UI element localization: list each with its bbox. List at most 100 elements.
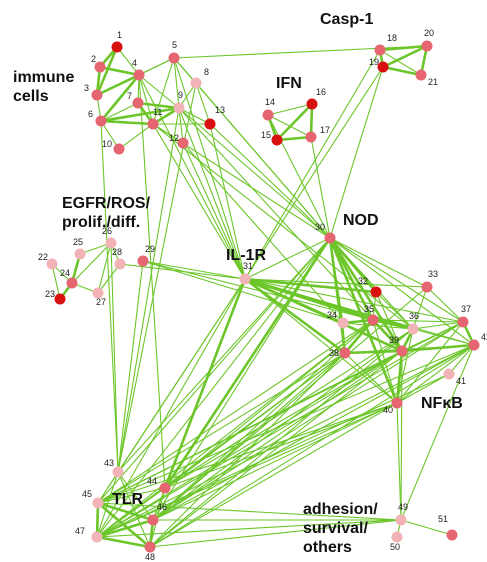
node-marker[interactable] bbox=[407, 323, 419, 335]
node-marker[interactable] bbox=[66, 277, 78, 289]
node-21[interactable]: 21 bbox=[415, 69, 439, 88]
node-marker[interactable] bbox=[92, 497, 104, 509]
node-41[interactable]: 41 bbox=[443, 368, 467, 387]
node-marker[interactable] bbox=[306, 98, 318, 110]
node-10[interactable]: 10 bbox=[102, 139, 125, 155]
node-marker[interactable] bbox=[377, 61, 389, 73]
node-marker[interactable] bbox=[137, 255, 149, 267]
node-marker[interactable] bbox=[443, 368, 455, 380]
node-marker[interactable] bbox=[415, 69, 427, 81]
node-marker[interactable] bbox=[132, 97, 144, 109]
node-marker[interactable] bbox=[305, 131, 317, 143]
node-marker[interactable] bbox=[112, 466, 124, 478]
node-15[interactable]: 15 bbox=[261, 130, 283, 146]
node-marker[interactable] bbox=[144, 541, 156, 553]
node-40[interactable]: 40 bbox=[383, 397, 403, 416]
node-18[interactable]: 18 bbox=[374, 33, 398, 56]
node-marker[interactable] bbox=[421, 281, 433, 293]
node-marker[interactable] bbox=[46, 258, 58, 270]
node-marker[interactable] bbox=[396, 345, 408, 357]
node-2[interactable]: 2 bbox=[91, 54, 106, 73]
node-19[interactable]: 19 bbox=[369, 57, 389, 73]
node-42[interactable]: 42 bbox=[468, 332, 487, 351]
node-32[interactable]: 32 bbox=[358, 276, 382, 298]
node-marker[interactable] bbox=[324, 232, 336, 244]
node-1[interactable]: 1 bbox=[111, 30, 123, 53]
node-marker[interactable] bbox=[391, 531, 403, 543]
node-marker[interactable] bbox=[446, 529, 458, 541]
node-39[interactable]: 39 bbox=[389, 335, 408, 357]
node-marker[interactable] bbox=[94, 61, 106, 73]
node-marker[interactable] bbox=[468, 339, 480, 351]
node-marker[interactable] bbox=[391, 397, 403, 409]
node-marker[interactable] bbox=[239, 273, 251, 285]
node-24[interactable]: 24 bbox=[60, 268, 78, 289]
node-17[interactable]: 17 bbox=[305, 125, 331, 143]
node-27[interactable]: 27 bbox=[92, 287, 107, 308]
node-marker[interactable] bbox=[147, 118, 159, 130]
node-marker[interactable] bbox=[91, 89, 103, 101]
node-marker[interactable] bbox=[114, 258, 126, 270]
node-marker[interactable] bbox=[173, 102, 185, 114]
node-30[interactable]: 30 bbox=[315, 222, 336, 244]
node-4[interactable]: 4 bbox=[132, 58, 145, 81]
node-28[interactable]: 28 bbox=[112, 247, 126, 270]
node-8[interactable]: 8 bbox=[190, 67, 210, 89]
node-35[interactable]: 35 bbox=[364, 304, 379, 326]
node-marker[interactable] bbox=[113, 143, 125, 155]
node-46[interactable]: 46 bbox=[147, 502, 168, 526]
node-48[interactable]: 48 bbox=[144, 541, 156, 562]
node-22[interactable]: 22 bbox=[38, 252, 58, 270]
node-marker[interactable] bbox=[374, 44, 386, 56]
node-38[interactable]: 38 bbox=[329, 347, 351, 359]
node-marker[interactable] bbox=[190, 77, 202, 89]
node-6[interactable]: 6 bbox=[88, 109, 107, 127]
node-23[interactable]: 23 bbox=[45, 289, 66, 305]
node-marker[interactable] bbox=[74, 248, 86, 260]
node-14[interactable]: 14 bbox=[262, 97, 276, 121]
node-25[interactable]: 25 bbox=[73, 237, 86, 260]
node-26[interactable]: 26 bbox=[102, 226, 117, 249]
node-marker[interactable] bbox=[204, 118, 216, 130]
node-marker[interactable] bbox=[457, 316, 469, 328]
node-marker[interactable] bbox=[339, 347, 351, 359]
node-marker[interactable] bbox=[147, 514, 159, 526]
node-marker[interactable] bbox=[168, 52, 180, 64]
node-34[interactable]: 34 bbox=[327, 310, 349, 329]
node-marker[interactable] bbox=[105, 237, 117, 249]
node-29[interactable]: 29 bbox=[137, 244, 156, 267]
node-marker[interactable] bbox=[421, 40, 433, 52]
node-37[interactable]: 37 bbox=[457, 304, 472, 328]
node-marker[interactable] bbox=[111, 41, 123, 53]
node-5[interactable]: 5 bbox=[168, 40, 180, 64]
node-marker[interactable] bbox=[271, 134, 283, 146]
node-marker[interactable] bbox=[395, 514, 407, 526]
node-3[interactable]: 3 bbox=[84, 83, 103, 101]
node-marker[interactable] bbox=[95, 115, 107, 127]
node-49[interactable]: 49 bbox=[395, 502, 409, 526]
node-43[interactable]: 43 bbox=[104, 458, 124, 478]
node-45[interactable]: 45 bbox=[82, 489, 104, 509]
node-7[interactable]: 7 bbox=[127, 91, 144, 109]
node-marker[interactable] bbox=[133, 69, 145, 81]
node-marker[interactable] bbox=[337, 317, 349, 329]
node-13[interactable]: 13 bbox=[204, 105, 226, 130]
node-33[interactable]: 33 bbox=[421, 269, 439, 293]
node-36[interactable]: 36 bbox=[407, 311, 420, 335]
node-marker[interactable] bbox=[159, 482, 171, 494]
node-47[interactable]: 47 bbox=[75, 526, 103, 543]
node-marker[interactable] bbox=[92, 287, 104, 299]
node-marker[interactable] bbox=[367, 314, 379, 326]
node-9[interactable]: 9 bbox=[173, 90, 185, 114]
node-marker[interactable] bbox=[54, 293, 66, 305]
node-marker[interactable] bbox=[370, 286, 382, 298]
node-20[interactable]: 20 bbox=[421, 28, 435, 52]
node-marker[interactable] bbox=[262, 109, 274, 121]
node-marker[interactable] bbox=[91, 531, 103, 543]
node-11[interactable]: 11 bbox=[147, 107, 163, 130]
node-44[interactable]: 44 bbox=[147, 476, 171, 494]
node-51[interactable]: 51 bbox=[438, 514, 458, 541]
node-16[interactable]: 16 bbox=[306, 87, 327, 110]
node-31[interactable]: 31 bbox=[239, 261, 254, 285]
node-12[interactable]: 12 bbox=[169, 133, 189, 149]
